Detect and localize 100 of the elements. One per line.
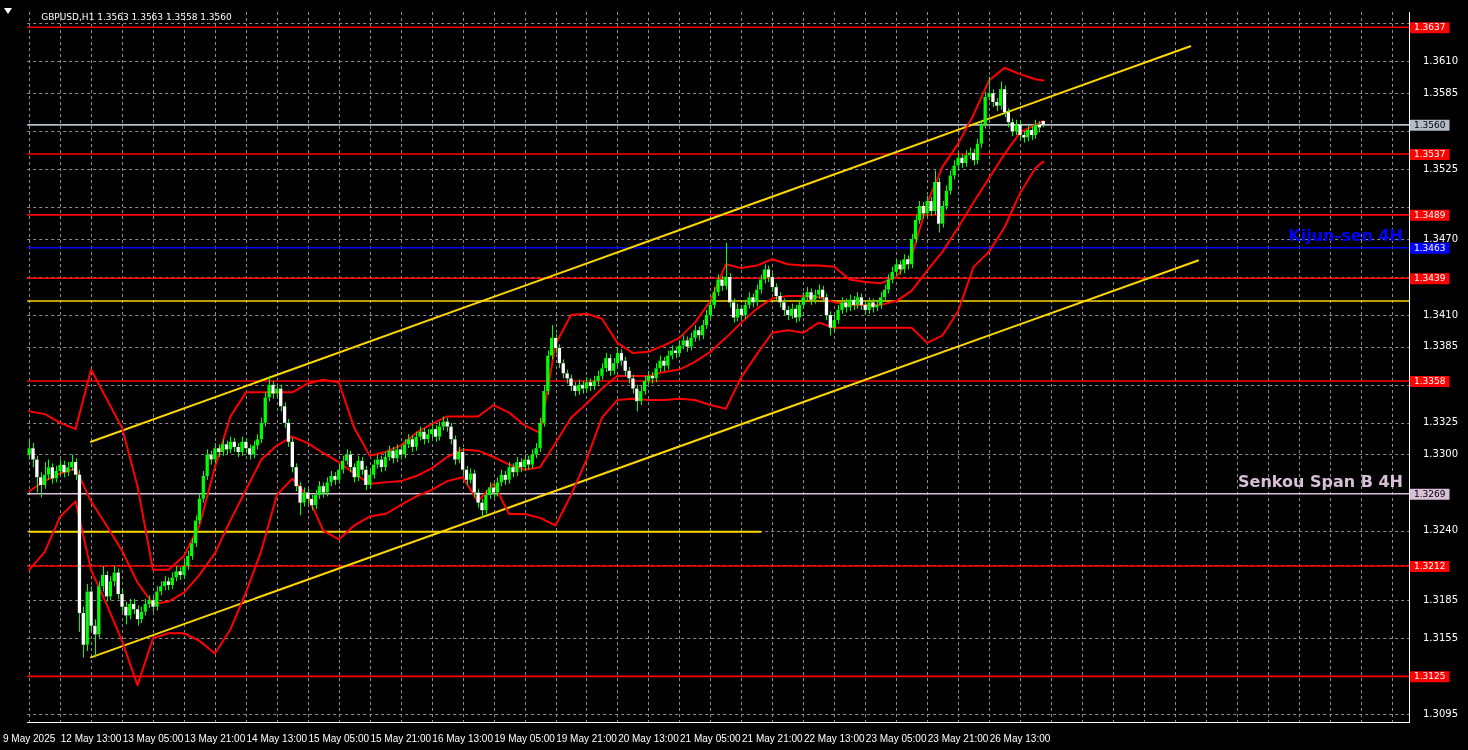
x-tick-label: 13 May 05:00: [122, 732, 184, 744]
candlestick: [855, 291, 860, 310]
ref-line-label: 1.3125: [1414, 671, 1446, 682]
y-tick-label: 1.3185: [1423, 593, 1459, 605]
x-tick-label: 14 May 13:00: [246, 732, 308, 744]
x-tick-label: 16 May 13:00: [432, 732, 494, 744]
candlestick: [410, 434, 414, 453]
candlestick: [333, 471, 337, 486]
candlestick: [337, 464, 341, 485]
x-tick-label: 22 May 13:00: [803, 732, 865, 744]
ref-line-label: 1.3637: [1414, 22, 1446, 33]
candlestick: [437, 421, 442, 442]
y-tick-label: 1.3410: [1423, 308, 1459, 320]
annotation: Kijun-sen 4H: [1288, 225, 1404, 245]
candlestick: [151, 595, 155, 613]
candlestick: [619, 348, 623, 367]
x-tick-label: 26 May 13:00: [989, 732, 1051, 744]
x-tick-label: 13 May 21:00: [184, 732, 246, 744]
y-tick-label: 1.3525: [1423, 162, 1459, 174]
candlestick: [879, 291, 883, 310]
candlestick: [236, 442, 240, 458]
ref-line-label: 1.3439: [1414, 273, 1446, 284]
candlestick: [170, 571, 174, 590]
ref-line-label: 1.3489: [1414, 209, 1446, 220]
candlestick: [402, 438, 407, 459]
candlestick: [654, 362, 658, 383]
candlestick: [561, 358, 565, 379]
x-tick-label: 20 May 13:00: [618, 732, 680, 744]
candlestick: [515, 456, 519, 477]
candlestick: [708, 299, 713, 320]
candlestick: [999, 81, 1003, 111]
candlestick: [422, 427, 426, 445]
candlestick: [166, 576, 171, 591]
candlestick: [1018, 120, 1022, 141]
candlestick: [112, 565, 116, 587]
candlestick: [960, 153, 964, 169]
y-tick-label: 1.3610: [1423, 55, 1459, 67]
ref-line-label: 1.3358: [1414, 375, 1446, 386]
candlestick: [108, 575, 113, 601]
candlestick: [600, 362, 604, 381]
candlestick: [182, 560, 186, 580]
candlestick: [217, 443, 221, 458]
candlestick: [983, 91, 987, 130]
candlestick: [143, 598, 147, 616]
candlestick: [62, 460, 66, 478]
candlestick: [639, 385, 643, 406]
chart-title: GBPUSD,H1 1.3563 1.3563 1.3558 1.3560: [41, 12, 233, 23]
candlestick: [793, 304, 798, 324]
x-tick-label: 21 May 21:00: [741, 732, 804, 744]
candlestick: [1033, 119, 1038, 140]
candlestick: [813, 289, 817, 305]
candlestick: [433, 424, 438, 443]
candlestick: [85, 583, 89, 652]
candlestick: [770, 272, 774, 293]
y-tick-label: 1.3585: [1423, 86, 1459, 98]
candlestick: [205, 448, 209, 481]
candlestick: [720, 275, 724, 292]
candlestick: [507, 461, 511, 485]
candlestick: [859, 292, 863, 311]
candlestick: [867, 296, 871, 315]
candlestick: [611, 357, 616, 376]
candlestick: [666, 350, 670, 371]
ref-line-label: 1.3212: [1414, 560, 1446, 571]
candlestick: [221, 438, 225, 457]
y-tick-label: 1.3325: [1423, 416, 1459, 428]
candlestick: [472, 469, 476, 499]
candlestick: [511, 462, 515, 478]
candlestick: [240, 436, 244, 457]
candlestick: [244, 437, 248, 454]
candlestick: [313, 489, 318, 510]
candlestick: [356, 455, 360, 482]
x-tick-label: 15 May 21:00: [370, 732, 432, 744]
candlestick: [964, 149, 968, 168]
candlestick: [271, 380, 275, 400]
candlestick: [391, 446, 395, 464]
candlestick: [623, 356, 627, 377]
candlestick: [368, 469, 372, 490]
candlestick: [677, 339, 682, 358]
ref-line-label: 1.3560: [1414, 119, 1446, 130]
candlestick: [414, 431, 418, 452]
candlestick: [933, 169, 937, 216]
x-tick-label: 12 May 13:00: [60, 732, 122, 744]
candlestick: [948, 169, 952, 196]
candlestick: [596, 370, 600, 386]
x-tick-label: 21 May 05:00: [680, 732, 742, 744]
candlestick: [484, 489, 488, 515]
candlestick: [921, 201, 925, 220]
candlestick: [290, 437, 294, 473]
candlestick: [662, 356, 666, 372]
candlestick: [201, 470, 205, 504]
candlestick: [580, 380, 585, 395]
candlestick: [302, 486, 306, 507]
candlestick: [178, 566, 182, 581]
candlestick: [774, 282, 778, 302]
candlestick: [894, 258, 898, 277]
y-tick-label: 1.3155: [1423, 631, 1459, 643]
ref-line-label: 1.3463: [1414, 242, 1446, 253]
candlestick: [395, 443, 399, 463]
y-tick-label: 1.3095: [1423, 707, 1459, 719]
x-tick-label: 23 May 21:00: [927, 732, 989, 744]
